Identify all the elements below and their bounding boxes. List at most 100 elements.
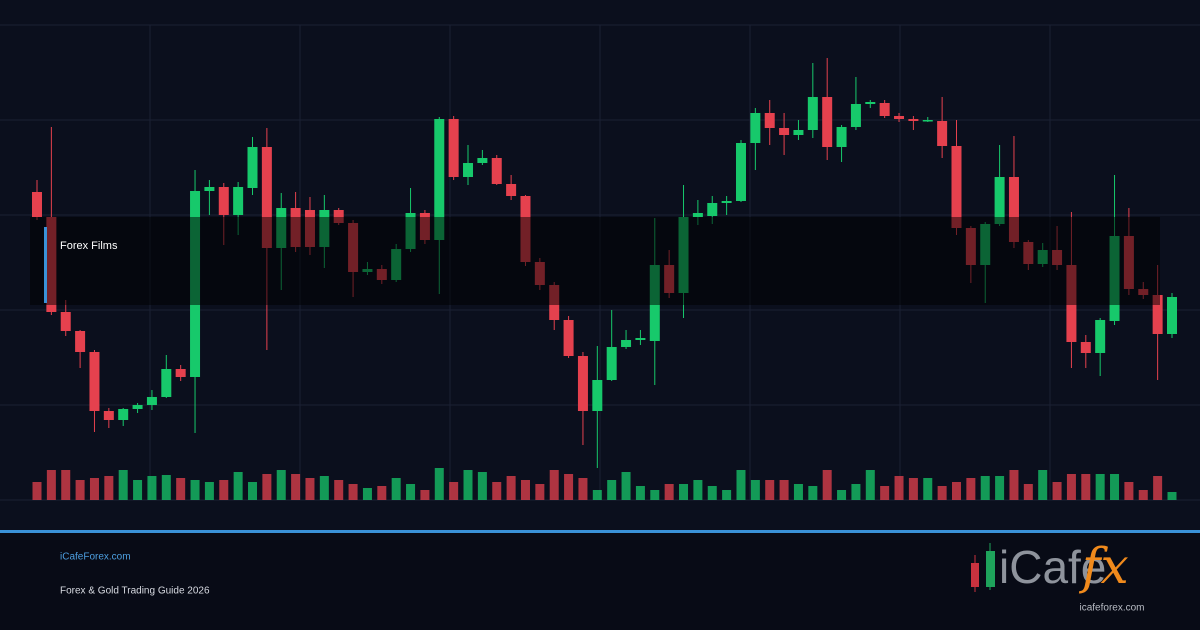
candle-body xyxy=(60,312,71,331)
volume-bar xyxy=(837,490,847,500)
candle-body xyxy=(894,116,905,119)
volume-bar xyxy=(1009,470,1019,500)
candle-body xyxy=(333,210,344,223)
volume-bar xyxy=(578,478,588,500)
candle-body xyxy=(118,409,129,420)
volume-bar xyxy=(1153,476,1163,500)
candle-body xyxy=(218,187,229,215)
logo-text: iCafe xyxy=(999,541,1106,593)
logo-icon xyxy=(971,543,995,592)
overlay-accent xyxy=(44,227,47,303)
candle-body xyxy=(721,201,732,203)
volume-bar xyxy=(592,490,602,500)
candle-body xyxy=(434,119,445,240)
candle-body xyxy=(592,380,603,411)
candle-body xyxy=(477,158,488,163)
volume-bar xyxy=(865,470,875,500)
logo-accent: fx xyxy=(1078,537,1129,595)
candle-body xyxy=(233,187,244,215)
candle-body xyxy=(793,130,804,135)
volume-bar xyxy=(362,488,372,500)
volume-bar xyxy=(334,480,344,500)
candle-body xyxy=(621,340,632,347)
volume-bar xyxy=(750,480,760,500)
candle-body xyxy=(865,102,876,104)
volume-bar xyxy=(190,480,200,500)
candle-body xyxy=(1152,295,1163,334)
candle-body xyxy=(146,397,157,405)
overlay-band xyxy=(30,217,1160,305)
logo-url[interactable]: icafeforex.com xyxy=(1079,603,1144,614)
candle-body xyxy=(506,184,517,196)
footer-bg xyxy=(0,530,1200,630)
volume-bar xyxy=(779,480,789,500)
volume-bar xyxy=(477,472,487,500)
volume-bar xyxy=(564,474,574,500)
volume-bar xyxy=(765,480,775,500)
volume-bar xyxy=(434,468,444,500)
candle-body xyxy=(836,127,847,147)
volume-bar xyxy=(46,470,56,500)
volume-bar xyxy=(693,480,703,500)
volume-bar xyxy=(75,480,85,500)
volume-bar xyxy=(319,476,329,500)
volume-bar xyxy=(133,480,143,500)
candle-body xyxy=(247,147,258,188)
volume-bar xyxy=(736,470,746,500)
overlay-label: Forex Films xyxy=(60,240,118,252)
volume-bar xyxy=(822,470,832,500)
candle-body xyxy=(103,411,114,420)
volume-bar xyxy=(233,472,243,500)
candle-body xyxy=(448,119,459,177)
volume-bar xyxy=(463,470,473,500)
volume-bar xyxy=(808,486,818,500)
volume-bar xyxy=(937,486,947,500)
volume-bar xyxy=(664,484,674,500)
volume-bar xyxy=(1138,490,1148,500)
candle-body xyxy=(1167,297,1177,334)
volume-bar xyxy=(506,476,516,500)
volume-bar xyxy=(32,482,42,500)
volume-bar xyxy=(61,470,71,500)
candle-body xyxy=(850,104,861,127)
volume-bar xyxy=(549,470,559,500)
candle-body xyxy=(491,158,502,184)
volume-bar xyxy=(707,486,717,500)
site-link[interactable]: iCafeForex.com xyxy=(60,552,131,563)
volume-bar xyxy=(89,478,99,500)
volume-bar xyxy=(492,482,502,500)
volume-bar xyxy=(908,478,918,500)
candle-body xyxy=(707,203,718,216)
volume-bar xyxy=(1038,470,1048,500)
volume-bar xyxy=(176,478,186,500)
volume-bar xyxy=(1167,492,1177,500)
volume-bar xyxy=(520,480,530,500)
volume-bar xyxy=(951,482,961,500)
volume-bar xyxy=(219,480,229,500)
candle-body xyxy=(204,187,215,191)
candle-body xyxy=(32,192,42,217)
volume-bar xyxy=(535,484,545,500)
volume-bar xyxy=(966,478,976,500)
volume-bar xyxy=(348,484,358,500)
volume-bar xyxy=(291,474,301,500)
volume-bar xyxy=(161,475,171,500)
volume-bar xyxy=(305,478,315,500)
candle-body xyxy=(175,369,186,377)
volume-bar xyxy=(1081,474,1091,500)
volume-bar xyxy=(104,476,114,500)
volume-bar xyxy=(793,484,803,500)
candle-body xyxy=(261,147,272,248)
volume-bar xyxy=(635,486,645,500)
candle-body xyxy=(692,213,703,217)
volume-bar xyxy=(980,476,990,500)
volume-bar xyxy=(204,482,214,500)
volume-bar xyxy=(650,490,660,500)
volume-bar xyxy=(118,470,128,500)
volume-bar xyxy=(420,490,430,500)
volume-bar xyxy=(147,476,157,500)
candle-body xyxy=(879,103,890,116)
volume-bar xyxy=(1095,474,1105,500)
candle-body xyxy=(779,128,790,135)
